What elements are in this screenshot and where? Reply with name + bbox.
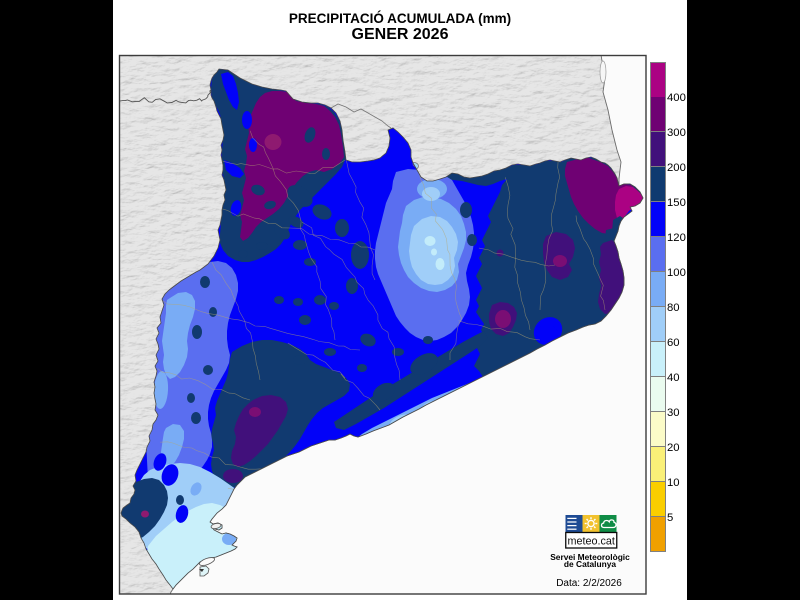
svg-text:meteo.cat: meteo.cat — [567, 535, 614, 547]
